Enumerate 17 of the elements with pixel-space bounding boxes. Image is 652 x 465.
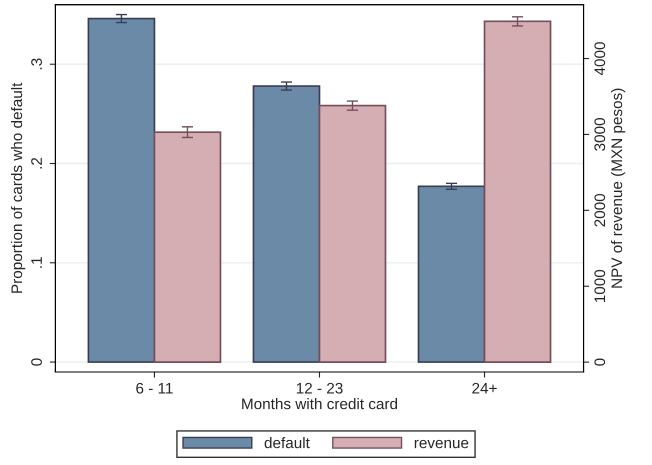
x-tick-label: 6 - 11 — [136, 382, 173, 394]
y-tick-label: 0 — [31, 358, 42, 366]
y2-tick-label: 4000 — [594, 42, 606, 76]
x-tick-label: 12 - 23 — [296, 382, 343, 394]
y-axis-title: Proportion of cards who default — [10, 82, 26, 293]
y2-tick-label: 3000 — [594, 118, 606, 151]
y2-tick-label: 2000 — [594, 194, 606, 227]
y-tick-label: .3 — [31, 58, 42, 70]
legend-label: revenue — [414, 440, 468, 448]
y2-tick-label: 0 — [594, 358, 606, 366]
y2-axis-title: NPV of revenue (MXN pesos) — [610, 88, 626, 288]
x-axis-title: Months with credit card — [242, 398, 398, 410]
legend-label: default — [264, 437, 310, 448]
y-tick-label: .2 — [31, 158, 42, 168]
x-tick-label: 24+ — [472, 382, 497, 394]
y2-tick-label: 1000 — [594, 270, 606, 302]
y-tick-label: .1 — [31, 257, 42, 268]
